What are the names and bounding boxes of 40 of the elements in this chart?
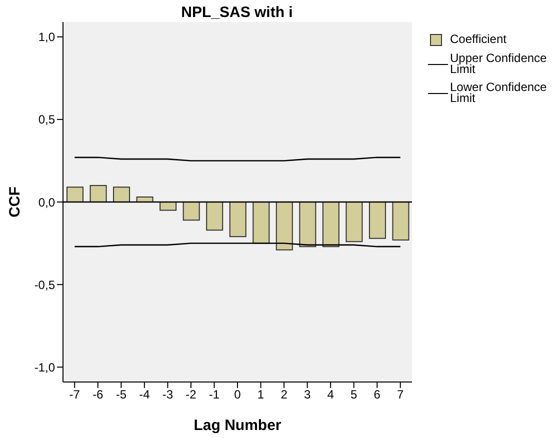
x-tick-label: -4 [139, 388, 150, 402]
bar [160, 202, 177, 211]
bar [252, 202, 270, 244]
y-tick-label: 0,0 [38, 195, 56, 210]
bar [66, 186, 84, 202]
bar [299, 202, 316, 248]
x-tick-label: 5 [350, 388, 358, 402]
x-tick-label: -7 [69, 388, 80, 402]
x-tick-label: -3 [162, 388, 174, 402]
x-tick-label: -2 [186, 388, 197, 402]
x-tick-label: 6 [374, 388, 381, 402]
bar [206, 202, 224, 231]
y-tick-label: 0,5 [38, 112, 56, 127]
x-tick-label: -1 [208, 388, 220, 402]
x-tick-label: 4 [327, 388, 334, 402]
bar [346, 202, 363, 242]
bar [368, 202, 386, 239]
x-tick-label: 2 [280, 388, 288, 402]
chart-title: NPL_SAS with i [180, 4, 294, 21]
x-tick-label: 7 [397, 388, 404, 402]
bar [276, 202, 293, 250]
x-tick-label: 3 [304, 388, 311, 402]
bar [182, 202, 200, 221]
y-tick-label: -1,0 [34, 360, 56, 374]
x-tick-label: -5 [116, 388, 127, 402]
bar [229, 202, 246, 238]
x-tick-label: 1 [257, 388, 264, 402]
x-tick-label: -6 [92, 388, 104, 402]
legend-label: Coefficient [450, 32, 506, 46]
y-tick-label: 1,0 [38, 30, 56, 44]
x-axis-title: Lag Number [194, 417, 282, 434]
y-axis-title: CCF [6, 186, 24, 218]
y-tick-label: -0,5 [34, 278, 56, 292]
bar [90, 184, 107, 202]
legend-label: Lower Confidence Limit [450, 80, 548, 105]
bar [322, 202, 340, 248]
legend-label: Upper Confidence Limit [450, 51, 548, 76]
x-tick-label: 0 [234, 388, 242, 402]
bar [392, 202, 410, 240]
bar [113, 186, 130, 202]
